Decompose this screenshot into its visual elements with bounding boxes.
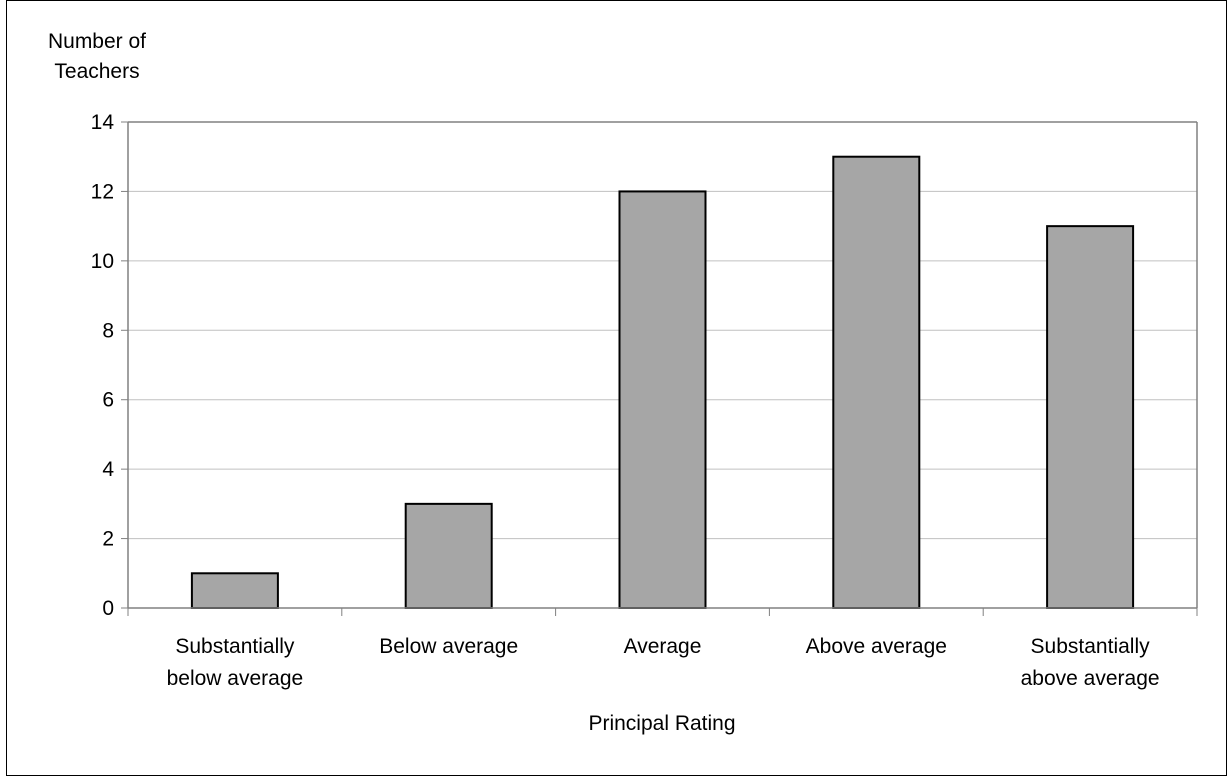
- chart-frame: [6, 0, 1227, 776]
- x-axis-title: Principal Rating: [588, 712, 735, 735]
- x-tick-label: below average: [167, 667, 304, 690]
- axis-labels: 0 2 4 6 8 10 12 14 Substantially below average Bel…: [48, 30, 1160, 735]
- x-tick-label: Substantially: [175, 635, 295, 658]
- x-tick-label: above average: [1021, 667, 1160, 690]
- bars: [190, 155, 1135, 610]
- x-tick-label: Substantially: [1031, 635, 1151, 658]
- y-tick-label: 10: [91, 250, 114, 273]
- y-tick-label: 14: [91, 111, 115, 134]
- bar: [832, 155, 921, 609]
- y-tick-label: 6: [102, 389, 114, 412]
- bar: [1046, 225, 1135, 609]
- y-tick-label: 4: [102, 458, 114, 481]
- axes: [121, 121, 1198, 616]
- y-tick-label: 0: [102, 597, 114, 620]
- x-tick-label: Below average: [379, 635, 518, 658]
- bar: [618, 190, 707, 610]
- y-tick-label: 8: [102, 319, 114, 342]
- bar: [404, 502, 493, 610]
- y-tick-label: 2: [102, 528, 114, 551]
- x-tick-label: Above average: [806, 635, 947, 658]
- x-tick-label: Average: [624, 635, 702, 658]
- y-axis-title: Number of: [48, 30, 146, 53]
- y-tick-label: 12: [91, 180, 114, 203]
- bar: [190, 572, 279, 609]
- y-axis-title: Teachers: [54, 60, 139, 83]
